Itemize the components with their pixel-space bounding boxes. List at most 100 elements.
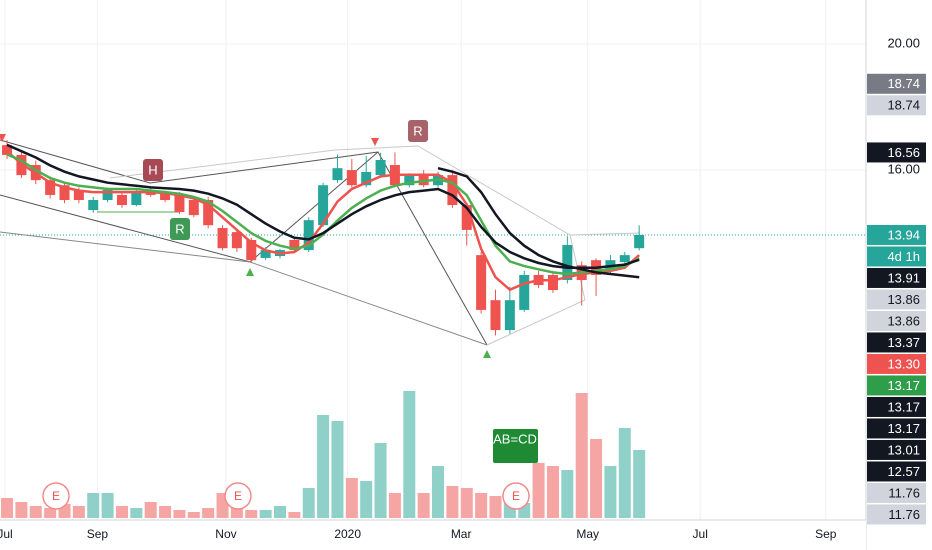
candle-body: [490, 300, 501, 331]
candle-body: [461, 205, 472, 230]
pattern-line: [486, 234, 586, 346]
price-badge-label: 13.17: [887, 421, 920, 436]
price-badge: [867, 353, 926, 374]
candle-body: [160, 193, 171, 200]
label-box: [170, 218, 190, 240]
arrow-down: [371, 138, 379, 146]
candle-body: [476, 255, 487, 310]
price-badge: [867, 289, 926, 310]
price-badge-label: 13.86: [887, 292, 920, 307]
volume-bar: [374, 443, 387, 518]
price-axis: 20.00 16.00 18.74 18.74 16.56 13.94 4d 1h 13.91…: [867, 36, 926, 525]
pattern-line: [0, 151, 488, 346]
candle-body: [634, 234, 645, 249]
volume-bar: [633, 450, 646, 518]
moving-average: [6, 143, 640, 269]
price-badge: [867, 375, 926, 396]
moving-average: [6, 150, 641, 292]
x-tick-label: Jul: [693, 527, 708, 541]
annotation: AB=CD: [493, 431, 537, 446]
volume-bar: [403, 391, 416, 518]
moving-average: [437, 166, 640, 279]
pattern-line: [0, 139, 379, 184]
price-badge-label: 4d 1h: [887, 249, 920, 264]
price-badge: [867, 482, 926, 503]
label-box: [408, 120, 428, 142]
x-tick-label: Mar: [451, 527, 472, 541]
volume-bar: [72, 506, 85, 518]
x-tick-label: Sep: [87, 527, 109, 541]
volume-bar: [618, 428, 631, 518]
candle-body: [203, 200, 214, 226]
price-badge: [867, 246, 926, 267]
volume-bar: [317, 415, 330, 518]
time-axis: [0, 520, 866, 550]
volume-bar: [388, 493, 401, 518]
candle-body: [547, 274, 558, 291]
candle-body: [73, 189, 84, 200]
candle-body: [504, 300, 515, 331]
annotation: E: [512, 489, 520, 503]
earnings-badge[interactable]: [224, 482, 252, 510]
candle-body: [318, 185, 329, 226]
price-badge: [867, 73, 926, 94]
y-tick-label: 20.00: [887, 36, 920, 51]
candle-body: [562, 245, 573, 280]
volume-bar: [331, 421, 344, 518]
volume-bar: [345, 478, 358, 518]
candle-body: [619, 255, 630, 263]
annotation: H: [148, 162, 157, 177]
volume-bar: [432, 466, 445, 518]
price-badge-label: 18.74: [887, 76, 920, 91]
volume-bar: [360, 481, 373, 518]
candle-body: [188, 200, 199, 216]
earnings-badge[interactable]: [42, 482, 70, 510]
candle-body: [375, 160, 386, 176]
price-badge-label: 13.30: [887, 356, 920, 371]
price-badge: [867, 332, 926, 353]
candle-body: [289, 240, 300, 251]
price-badge: [867, 418, 926, 439]
y-tick-label: 16.00: [887, 162, 920, 177]
candle-body: [519, 274, 530, 310]
candle-body: [131, 192, 142, 206]
volume-bar: [475, 493, 488, 518]
volume-bar: [1, 498, 14, 518]
price-badge: [867, 439, 926, 460]
volume-bar: [101, 493, 114, 518]
volume-bar: [173, 510, 186, 518]
pattern-line: [109, 145, 641, 236]
x-tick-label: Nov: [215, 527, 236, 541]
candle-body: [174, 194, 185, 212]
volume-bar: [460, 488, 473, 518]
price-badge: [867, 461, 926, 482]
earnings-badge[interactable]: [502, 482, 530, 510]
volume-bar: [144, 502, 157, 518]
volume-bar: [288, 512, 301, 518]
candle-body: [303, 220, 314, 251]
price-badge-label: 11.76: [888, 485, 920, 500]
volume-bar: [29, 506, 42, 518]
candle-body: [246, 240, 257, 261]
price-badge: [867, 95, 926, 116]
price-badge-label: 13.94: [887, 227, 920, 242]
x-tick-label: May: [576, 527, 599, 541]
candle-body: [361, 171, 372, 186]
annotation: R: [175, 221, 184, 236]
price-badge: [867, 224, 926, 245]
volume-bar: [159, 506, 172, 518]
volume-bar: [489, 496, 502, 518]
volume-bar: [202, 508, 215, 518]
moving-average: [6, 153, 640, 276]
price-badge-label: 13.17: [887, 378, 920, 393]
annotation: R: [413, 123, 422, 138]
volume-bar: [245, 510, 258, 518]
price-badge: [867, 142, 926, 163]
x-tick-label: 2020: [334, 527, 361, 541]
volume-bar: [575, 393, 588, 518]
volume-bar: [15, 502, 28, 518]
annotations: H R R AB=CD E E E: [42, 120, 538, 510]
candle-body: [59, 185, 70, 200]
price-badge-label: 13.17: [887, 399, 920, 414]
